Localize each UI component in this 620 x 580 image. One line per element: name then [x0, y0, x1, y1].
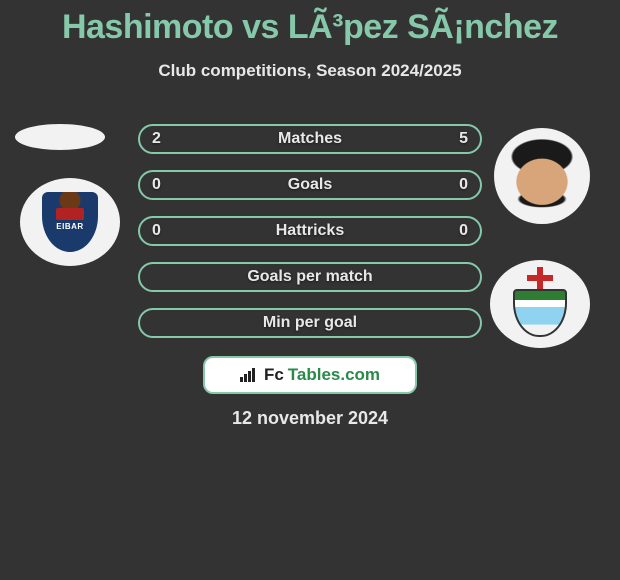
brand-badge: FcTables.com — [203, 356, 417, 394]
celta-crest-icon — [513, 271, 567, 337]
stat-row-goals-per-match: Goals per match — [138, 262, 482, 292]
club-badge-left — [20, 178, 120, 266]
player-photo-left — [15, 124, 105, 150]
stat-row-matches: 2 Matches 5 — [138, 124, 482, 154]
stat-label: Goals — [288, 176, 332, 194]
stat-right-value: 0 — [459, 222, 468, 240]
stat-left-value: 0 — [152, 222, 161, 240]
stats-container: 2 Matches 5 0 Goals 0 0 Hattricks 0 Goal… — [138, 124, 482, 354]
bar-chart-icon — [240, 368, 258, 382]
stat-label: Min per goal — [263, 314, 357, 332]
stat-label: Goals per match — [247, 268, 372, 286]
eibar-crest-icon — [42, 192, 98, 252]
comparison-title: Hashimoto vs LÃ³pez SÃ¡nchez — [0, 0, 620, 47]
stat-left-value: 0 — [152, 176, 161, 194]
player-photo-right — [494, 128, 590, 224]
stat-row-min-per-goal: Min per goal — [138, 308, 482, 338]
comparison-date: 12 november 2024 — [0, 408, 620, 429]
brand-text-right: Tables.com — [288, 365, 380, 385]
stat-left-value: 2 — [152, 130, 161, 148]
stat-label: Matches — [278, 130, 342, 148]
club-badge-right — [490, 260, 590, 348]
stat-right-value: 5 — [459, 130, 468, 148]
comparison-subtitle: Club competitions, Season 2024/2025 — [0, 61, 620, 81]
stat-right-value: 0 — [459, 176, 468, 194]
stat-row-goals: 0 Goals 0 — [138, 170, 482, 200]
brand-text-left: Fc — [264, 365, 284, 385]
stat-row-hattricks: 0 Hattricks 0 — [138, 216, 482, 246]
stat-label: Hattricks — [276, 222, 344, 240]
